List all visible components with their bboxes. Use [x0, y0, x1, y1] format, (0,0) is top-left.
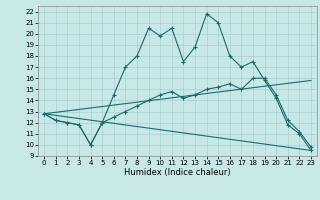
X-axis label: Humidex (Indice chaleur): Humidex (Indice chaleur)	[124, 168, 231, 177]
